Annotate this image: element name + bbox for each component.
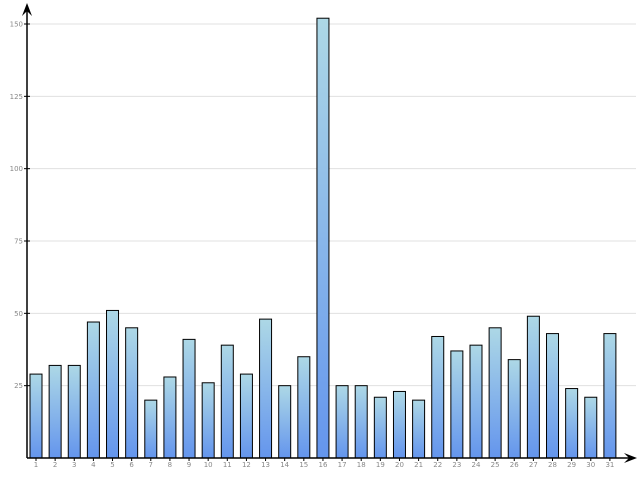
bar: [106, 309, 120, 459]
bar: [239, 373, 253, 459]
bar: [431, 335, 445, 459]
x-tick-label: 22: [433, 461, 442, 469]
x-tick-label: 24: [472, 461, 481, 469]
bar: [259, 318, 273, 459]
x-tick-label: 6: [129, 461, 134, 469]
bar: [469, 344, 483, 459]
x-tick-label: 19: [376, 461, 385, 469]
bar: [392, 390, 406, 459]
x-tick-label: 8: [168, 461, 172, 469]
bar: [603, 333, 617, 459]
x-tick-label: 15: [299, 461, 308, 469]
y-tick-label: 125: [10, 93, 23, 101]
bar: [565, 388, 579, 459]
bar: [144, 399, 158, 459]
bar: [297, 356, 311, 459]
x-tick-label: 27: [529, 461, 538, 469]
x-tick-label: 13: [261, 461, 270, 469]
x-tick-label: 26: [510, 461, 519, 469]
x-tick-label: 1: [34, 461, 38, 469]
x-tick-label: 7: [149, 461, 153, 469]
x-tick-label: 18: [357, 461, 366, 469]
y-tick-label: 100: [10, 165, 23, 173]
bar: [450, 350, 464, 459]
bar: [182, 338, 196, 459]
x-tick-label: 12: [242, 461, 251, 469]
bar: [546, 333, 560, 459]
x-tick-label: 31: [605, 461, 614, 469]
bar: [48, 364, 62, 459]
y-axis-arrow-icon: [22, 3, 32, 16]
bar: [584, 396, 598, 459]
bar: [488, 327, 502, 459]
x-tick-label: 14: [280, 461, 289, 469]
x-tick-label: 23: [452, 461, 461, 469]
y-tick-label: 50: [14, 310, 23, 318]
x-axis-arrow-icon: [624, 453, 637, 463]
x-tick-label: 20: [395, 461, 404, 469]
x-tick-label: 10: [204, 461, 213, 469]
bar: [86, 321, 100, 459]
bar: [526, 315, 540, 459]
x-tick-label: 11: [223, 461, 232, 469]
bar: [163, 376, 177, 459]
y-tick-label: 25: [14, 382, 23, 390]
x-tick-label: 2: [53, 461, 57, 469]
x-tick-label: 3: [72, 461, 76, 469]
bar: [67, 364, 81, 459]
x-tick-label: 5: [110, 461, 114, 469]
y-tick-label: 150: [10, 21, 23, 29]
bar: [220, 344, 234, 459]
x-tick-label: 16: [318, 461, 327, 469]
bar: [29, 373, 43, 459]
bar: [373, 396, 387, 459]
bar: [201, 382, 215, 459]
x-tick-label: 4: [91, 461, 96, 469]
bar: [335, 385, 349, 459]
x-tick-label: 29: [567, 461, 576, 469]
bar: [125, 327, 139, 459]
x-tick-label: 21: [414, 461, 423, 469]
bar: [412, 399, 426, 459]
x-tick-label: 17: [338, 461, 347, 469]
bar: [507, 359, 521, 459]
bar: [316, 17, 330, 459]
y-tick-label: 75: [14, 238, 23, 246]
x-tick-label: 30: [586, 461, 595, 469]
bar: [278, 385, 292, 459]
x-tick-label: 28: [548, 461, 557, 469]
bar: [354, 385, 368, 459]
x-tick-label: 9: [187, 461, 191, 469]
x-tick-label: 25: [491, 461, 500, 469]
